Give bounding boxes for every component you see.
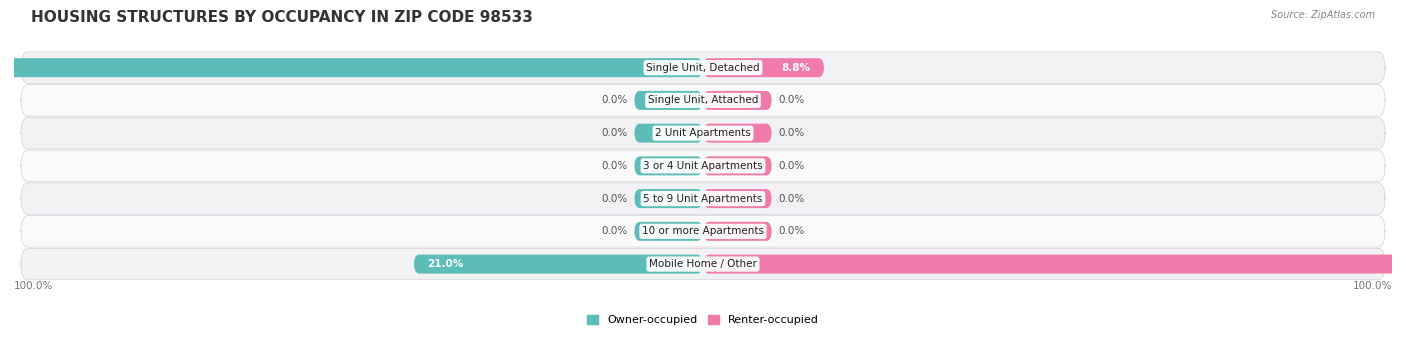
Text: 0.0%: 0.0% (779, 226, 806, 236)
FancyBboxPatch shape (21, 117, 1385, 149)
FancyBboxPatch shape (21, 248, 1385, 280)
Text: Mobile Home / Other: Mobile Home / Other (650, 259, 756, 269)
Text: 5 to 9 Unit Apartments: 5 to 9 Unit Apartments (644, 194, 762, 203)
Text: Source: ZipAtlas.com: Source: ZipAtlas.com (1271, 10, 1375, 20)
FancyBboxPatch shape (703, 156, 772, 175)
FancyBboxPatch shape (703, 58, 824, 77)
FancyBboxPatch shape (634, 156, 703, 175)
FancyBboxPatch shape (634, 189, 703, 208)
Text: HOUSING STRUCTURES BY OCCUPANCY IN ZIP CODE 98533: HOUSING STRUCTURES BY OCCUPANCY IN ZIP C… (31, 10, 533, 25)
Text: 0.0%: 0.0% (779, 95, 806, 105)
Text: 21.0%: 21.0% (427, 259, 464, 269)
FancyBboxPatch shape (21, 183, 1385, 214)
Text: 3 or 4 Unit Apartments: 3 or 4 Unit Apartments (643, 161, 763, 171)
Text: 10 or more Apartments: 10 or more Apartments (643, 226, 763, 236)
FancyBboxPatch shape (634, 124, 703, 143)
FancyBboxPatch shape (634, 91, 703, 110)
Text: Single Unit, Detached: Single Unit, Detached (647, 63, 759, 73)
FancyBboxPatch shape (21, 52, 1385, 83)
Text: 0.0%: 0.0% (600, 128, 627, 138)
Text: 0.0%: 0.0% (779, 194, 806, 203)
Text: 0.0%: 0.0% (600, 95, 627, 105)
Legend: Owner-occupied, Renter-occupied: Owner-occupied, Renter-occupied (586, 315, 820, 325)
FancyBboxPatch shape (21, 85, 1385, 116)
Text: 8.8%: 8.8% (782, 63, 810, 73)
FancyBboxPatch shape (21, 150, 1385, 182)
FancyBboxPatch shape (0, 58, 703, 77)
FancyBboxPatch shape (21, 215, 1385, 247)
FancyBboxPatch shape (703, 189, 772, 208)
FancyBboxPatch shape (703, 91, 772, 110)
Text: 100.0%: 100.0% (14, 281, 53, 291)
Text: 0.0%: 0.0% (779, 128, 806, 138)
Text: 2 Unit Apartments: 2 Unit Apartments (655, 128, 751, 138)
Text: 0.0%: 0.0% (600, 161, 627, 171)
FancyBboxPatch shape (413, 254, 703, 274)
FancyBboxPatch shape (634, 222, 703, 241)
Text: 100.0%: 100.0% (1353, 281, 1392, 291)
FancyBboxPatch shape (703, 222, 772, 241)
Text: Single Unit, Attached: Single Unit, Attached (648, 95, 758, 105)
Text: 0.0%: 0.0% (600, 194, 627, 203)
FancyBboxPatch shape (703, 254, 1406, 274)
Text: 0.0%: 0.0% (779, 161, 806, 171)
FancyBboxPatch shape (703, 124, 772, 143)
Text: 0.0%: 0.0% (600, 226, 627, 236)
